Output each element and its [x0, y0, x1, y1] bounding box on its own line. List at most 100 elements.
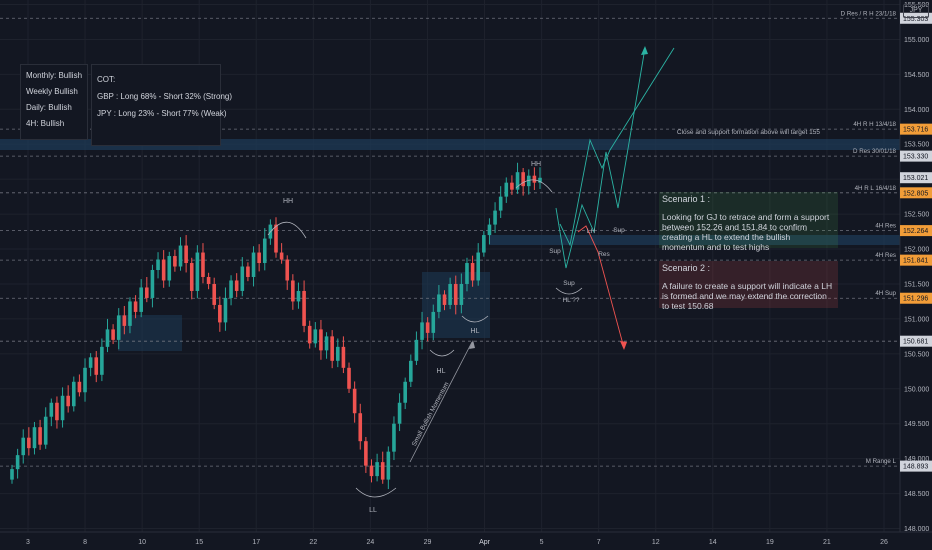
bias-line: 4H: Bullish: [26, 119, 65, 128]
candle: [358, 403, 363, 450]
candle-body: [206, 276, 211, 284]
candle-body: [431, 311, 436, 333]
candle-body: [459, 283, 464, 305]
scenario-2-title: Scenario 2 :: [662, 263, 711, 273]
candle: [218, 296, 222, 332]
candle-body: [218, 304, 222, 323]
last-price-tag: [900, 172, 932, 184]
candle-body: [88, 357, 93, 368]
candle: [161, 250, 166, 288]
candle-body: [128, 301, 132, 326]
candle: [409, 354, 413, 388]
bias-line: Daily: Bullish: [26, 103, 72, 112]
level-lines: D Res / R H 23/1/18 4H R H 13/4/18 D Res 3…: [0, 10, 900, 467]
candle: [437, 285, 441, 319]
level-label: 4H R H 13/4/18: [853, 121, 896, 128]
candle: [487, 218, 492, 245]
currency-badge[interactable]: JPY: [903, 4, 929, 18]
candle-body: [515, 172, 520, 190]
price-tick-label: 154.500: [904, 72, 929, 79]
price-tag: [900, 12, 932, 24]
time-tick-label: 7: [597, 539, 601, 546]
candle: [380, 451, 385, 484]
candle: [184, 235, 188, 273]
candle: [510, 175, 514, 195]
candle-body: [442, 294, 447, 305]
candle-body: [465, 263, 469, 284]
candle: [43, 407, 48, 449]
price-tag: [900, 123, 932, 135]
candle-body: [296, 290, 301, 302]
lh-label: LH: [587, 228, 596, 235]
sup-label: Sup: [549, 248, 561, 255]
candle: [27, 427, 31, 456]
candle-body: [397, 402, 402, 424]
candle: [532, 167, 537, 191]
time-tick-label: 3: [26, 539, 30, 546]
candle: [66, 385, 70, 413]
price-tag: [900, 292, 932, 304]
price-tag-label: 151.296: [903, 296, 928, 303]
scenario-1-title: Scenario 1 :: [662, 194, 711, 204]
candle-body: [380, 462, 385, 480]
time-tick-label: 12: [652, 539, 660, 546]
hl-arc: [461, 315, 489, 323]
candle: [251, 246, 256, 287]
price-tick-label: 150.000: [904, 386, 929, 393]
candle: [476, 243, 481, 286]
sup-label: Sup: [563, 280, 575, 287]
price-tag: [900, 187, 932, 199]
candle-body: [55, 402, 59, 421]
cot-line: JPY : Long 23% - Short 77% (Weak): [97, 109, 227, 118]
bullish-arrowhead: [641, 46, 648, 55]
scenario-2-box: Scenario 2 : A failure to create a suppo…: [659, 261, 838, 311]
candle-body: [448, 283, 452, 305]
level-label: 4H Res: [875, 223, 896, 230]
candle: [100, 338, 104, 382]
candle-body: [150, 270, 155, 298]
sup-arc: [555, 287, 583, 295]
candle: [201, 243, 205, 284]
candle: [77, 374, 82, 397]
candle: [493, 202, 497, 233]
cot-box: COT: GBP : Long 68% - Short 32% (Strong)…: [91, 64, 232, 146]
time-axis: 3 8 10 15 17 22 24 29 Apr 5 7 12 14 19 21 26: [0, 531, 932, 546]
candle: [330, 330, 334, 369]
price-tag-label: 153.330: [903, 154, 928, 161]
candle-body: [470, 263, 475, 281]
price-tick-label: 152.500: [904, 212, 929, 219]
candle: [88, 353, 93, 377]
time-tick-label: 26: [880, 539, 888, 546]
time-tick-label: 15: [195, 539, 203, 546]
candle-body: [498, 196, 503, 211]
candle: [38, 419, 42, 450]
time-tick-label: 19: [766, 539, 774, 546]
price-tag-label: 150.681: [903, 339, 928, 346]
time-tick-label: Apr: [479, 539, 491, 546]
candle: [116, 308, 121, 350]
candle-body: [173, 256, 177, 267]
candle-body: [43, 416, 48, 445]
candle-body: [184, 245, 188, 264]
price-tick-label: 152.000: [904, 247, 929, 254]
candle-body: [71, 381, 76, 407]
candle-body: [60, 395, 65, 421]
candle-body: [83, 367, 87, 393]
candle: [206, 272, 211, 290]
candle: [240, 257, 245, 297]
candle-body: [487, 224, 492, 236]
candle: [425, 317, 430, 342]
candle-body: [532, 175, 537, 183]
candle: [498, 186, 503, 218]
candle: [470, 255, 475, 287]
bullish-path-2: [559, 47, 675, 247]
price-tick-label: 154.000: [904, 107, 929, 114]
candle-body: [437, 294, 441, 312]
candle: [459, 273, 464, 314]
candle-body: [105, 329, 110, 347]
candle-body: [414, 339, 419, 361]
price-tick-label: 151.500: [904, 281, 929, 288]
candle: [32, 421, 37, 455]
candle-body: [77, 381, 82, 393]
